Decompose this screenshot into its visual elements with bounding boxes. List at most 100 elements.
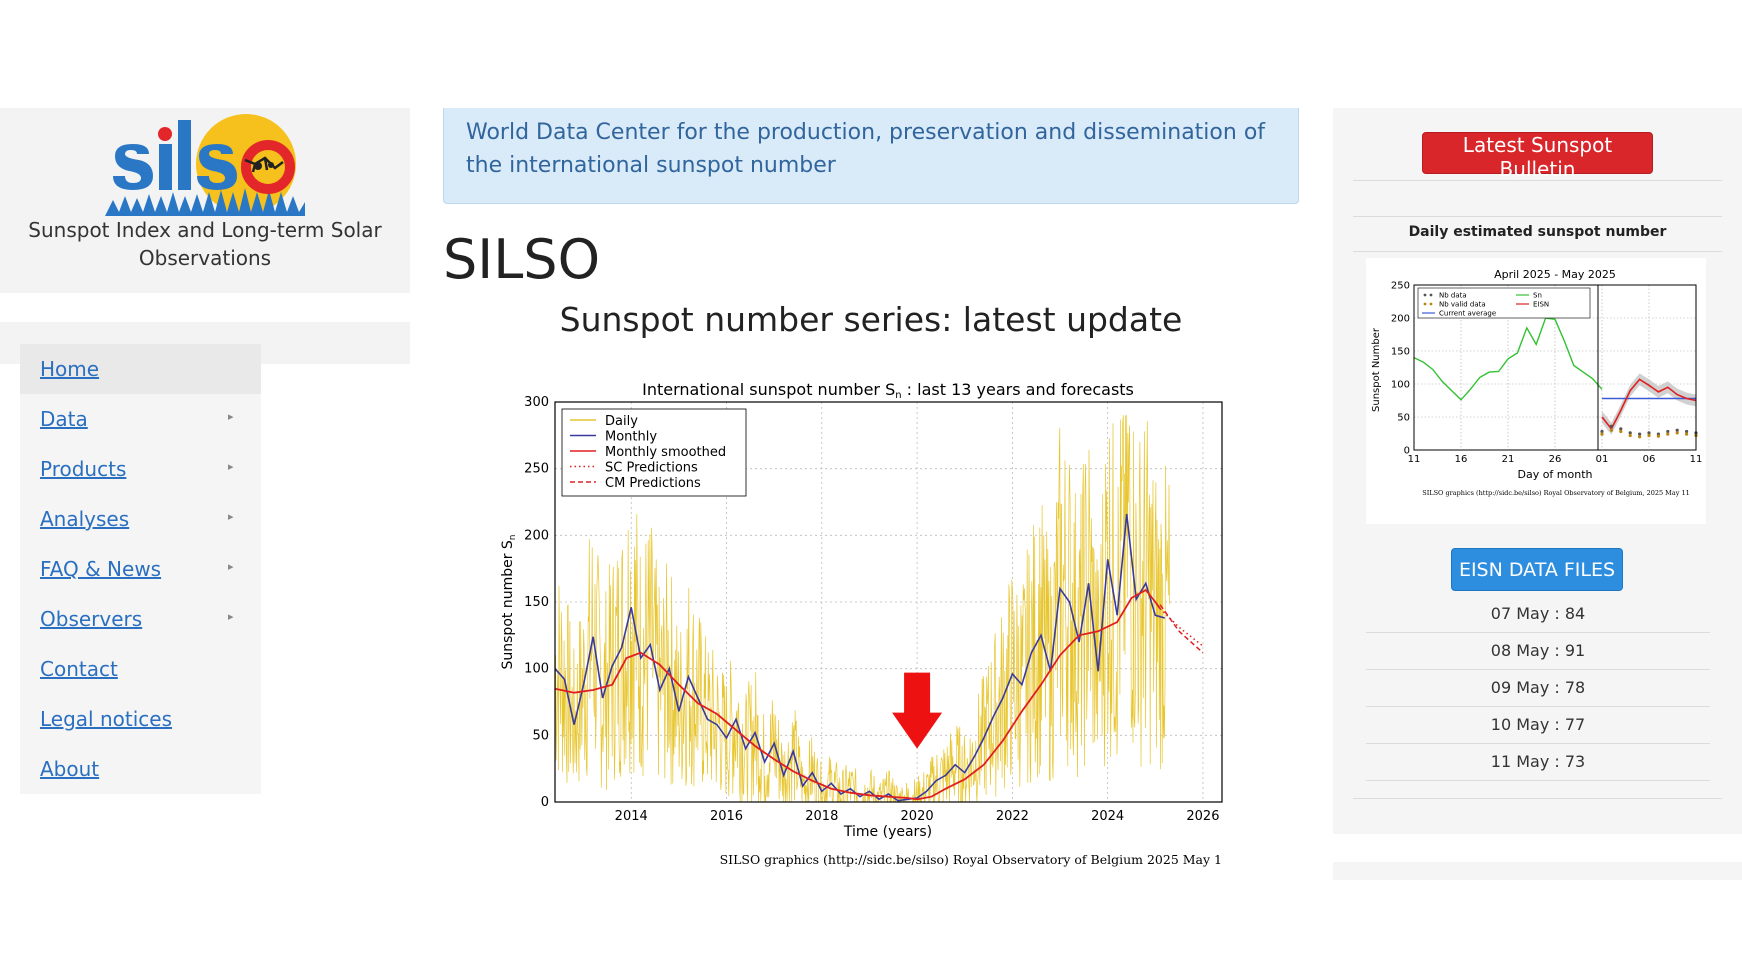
y-tick-label: 0 xyxy=(541,795,549,810)
mini-chart-footnote: SILSO graphics (http://sidc.be/silso) Ro… xyxy=(1422,489,1689,497)
eisn-uncertainty-band xyxy=(1602,373,1696,435)
nav-link-data[interactable]: Data xyxy=(40,407,88,431)
nav-link-legal-notices[interactable]: Legal notices xyxy=(40,707,172,731)
nav-link-observers[interactable]: Observers xyxy=(40,607,143,631)
series-monthly-smoothed xyxy=(554,588,1161,801)
mini-point-nb-data xyxy=(1638,432,1642,436)
site-header: Sunspot Index and Long-term Solar Observ… xyxy=(0,108,410,293)
nav-item-legal-notices[interactable]: Legal notices xyxy=(20,694,261,744)
legend-label: Monthly xyxy=(605,430,657,445)
x-axis-label: Time (years) xyxy=(843,824,932,840)
legend-label: Monthly smoothed xyxy=(605,445,726,460)
divider xyxy=(1353,216,1722,217)
logo-waves xyxy=(105,188,305,216)
mini-x-tick-label: 11 xyxy=(1408,454,1421,465)
mini-legend-label: Sn xyxy=(1533,292,1542,300)
latest-sunspot-bulletin-button[interactable]: Latest Sunspot Bulletin xyxy=(1422,132,1653,181)
mini-y-tick-label: 50 xyxy=(1397,413,1410,424)
mini-y-tick-label: 150 xyxy=(1391,347,1410,358)
mini-legend-swatch xyxy=(1423,293,1427,297)
mini-legend-label: Nb valid data xyxy=(1439,301,1486,309)
mini-x-tick-label: 01 xyxy=(1596,454,1609,465)
daily-estimated-heading: Daily estimated sunspot number xyxy=(1408,224,1667,240)
y-tick-label: 300 xyxy=(524,395,549,410)
section-title: Sunspot number series: latest update xyxy=(559,300,1183,339)
nav-item-about[interactable]: About xyxy=(20,744,261,794)
mini-point-nb-data xyxy=(1675,428,1679,432)
nav-item-faq-news[interactable]: FAQ & News ▸ xyxy=(20,544,261,594)
mini-point-nb-valid-data xyxy=(1638,435,1642,439)
mini-y-tick-label: 200 xyxy=(1391,314,1410,325)
divider xyxy=(1353,251,1722,252)
x-tick-label: 2018 xyxy=(805,809,838,824)
mini-legend-swatch xyxy=(1423,302,1427,306)
mini-legend-swatch xyxy=(1429,302,1433,306)
mini-point-nb-valid-data xyxy=(1609,428,1613,432)
mini-point-nb-data xyxy=(1600,429,1604,434)
mini-y-tick-label: 0 xyxy=(1404,446,1410,457)
nav-item-data[interactable]: Data ▸ xyxy=(20,394,261,444)
mini-point-nb-valid-data xyxy=(1600,432,1604,436)
nav-item-observers[interactable]: Observers ▸ xyxy=(20,594,261,644)
eisn-data-files-button[interactable]: EISN DATA FILES xyxy=(1451,548,1623,591)
page-title: SILSO xyxy=(443,228,601,291)
submenu-caret-icon: ▸ xyxy=(228,460,234,473)
mini-legend-label: Nb data xyxy=(1439,292,1467,300)
chart-footnote: SILSO graphics (http://sidc.be/silso) Ro… xyxy=(720,852,1222,867)
submenu-caret-icon: ▸ xyxy=(228,510,234,523)
solar-minimum-arrow-icon xyxy=(892,672,943,749)
nav-item-products[interactable]: Products ▸ xyxy=(20,444,261,494)
chart-title: International sunspot number Sn : last 1… xyxy=(642,380,1134,401)
x-tick-label: 2026 xyxy=(1186,809,1219,824)
y-tick-label: 50 xyxy=(532,728,549,743)
mini-point-nb-valid-data xyxy=(1685,432,1689,436)
x-tick-label: 2022 xyxy=(996,809,1029,824)
mini-x-tick-label: 26 xyxy=(1549,454,1562,465)
nav-link-contact[interactable]: Contact xyxy=(40,657,118,681)
submenu-caret-icon: ▸ xyxy=(228,410,234,423)
x-tick-label: 2016 xyxy=(710,809,743,824)
nav-link-faq-news[interactable]: FAQ & News xyxy=(40,557,162,581)
info-banner-text: World Data Center for the production, pr… xyxy=(466,120,1266,178)
mini-point-nb-valid-data xyxy=(1675,431,1679,435)
y-axis-label: Sunspot number Sn xyxy=(500,534,518,669)
mini-point-nb-valid-data xyxy=(1656,434,1660,438)
legend-label: Daily xyxy=(605,414,638,429)
eisn-value-row: 09 May : 78 xyxy=(1366,670,1710,707)
mini-y-tick-label: 100 xyxy=(1391,380,1410,391)
mini-plot-frame xyxy=(1413,284,1697,451)
eisn-value-row: 11 May : 73 xyxy=(1366,744,1710,781)
mini-point-nb-data xyxy=(1609,424,1613,428)
eisn-value-row: 10 May : 77 xyxy=(1366,707,1710,744)
logo-caption-line2: Observations xyxy=(138,246,272,270)
nav-link-analyses[interactable]: Analyses xyxy=(40,507,130,531)
x-tick-label: 2024 xyxy=(1091,809,1124,824)
x-tick-label: 2014 xyxy=(615,809,648,824)
mini-series-sn xyxy=(1413,317,1603,401)
legend-label: CM Predictions xyxy=(605,476,701,491)
divider xyxy=(1353,798,1722,799)
nav-link-home[interactable]: Home xyxy=(40,357,100,381)
sunspot-13-year-chart[interactable]: 2014 2016 2018 2020 2022 2024 2026 0 50 100 150 200… xyxy=(490,370,1250,870)
logo-caption: Sunspot Index and Long-term Solar Observ… xyxy=(0,216,410,272)
eisn-value-row: 08 May : 91 xyxy=(1366,633,1710,670)
nav-item-analyses[interactable]: Analyses ▸ xyxy=(20,494,261,544)
nav-item-contact[interactable]: Contact xyxy=(20,644,261,694)
silso-logo[interactable] xyxy=(105,112,305,216)
mini-x-tick-label: 11 xyxy=(1690,454,1703,465)
mini-x-tick-label: 06 xyxy=(1643,454,1656,465)
mini-series-eisn xyxy=(1601,378,1697,431)
eisn-value-row: 07 May : 84 xyxy=(1366,596,1710,633)
nav-link-products[interactable]: Products xyxy=(40,457,127,481)
info-banner: World Data Center for the production, pr… xyxy=(443,108,1299,204)
mini-x-tick-label: 21 xyxy=(1502,454,1515,465)
mini-point-nb-valid-data xyxy=(1666,432,1670,436)
series-cm-predictions xyxy=(1159,604,1204,654)
nav-link-about[interactable]: About xyxy=(40,757,100,781)
x-tick-label: 2020 xyxy=(901,809,934,824)
nav-item-home[interactable]: Home xyxy=(20,344,261,394)
logo-caption-line1: Sunspot Index and Long-term Solar xyxy=(28,218,382,242)
y-tick-label: 100 xyxy=(524,662,549,677)
